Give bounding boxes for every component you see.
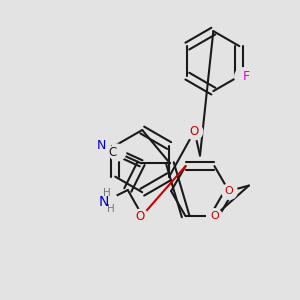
Text: H: H — [103, 188, 110, 198]
Text: C: C — [108, 146, 117, 159]
Text: O: O — [210, 211, 219, 221]
Text: H: H — [107, 204, 115, 214]
Text: O: O — [135, 210, 145, 223]
Text: N: N — [98, 195, 109, 209]
Text: N: N — [96, 139, 106, 152]
Text: O: O — [224, 186, 233, 196]
Text: F: F — [243, 70, 250, 83]
Text: O: O — [190, 124, 199, 138]
